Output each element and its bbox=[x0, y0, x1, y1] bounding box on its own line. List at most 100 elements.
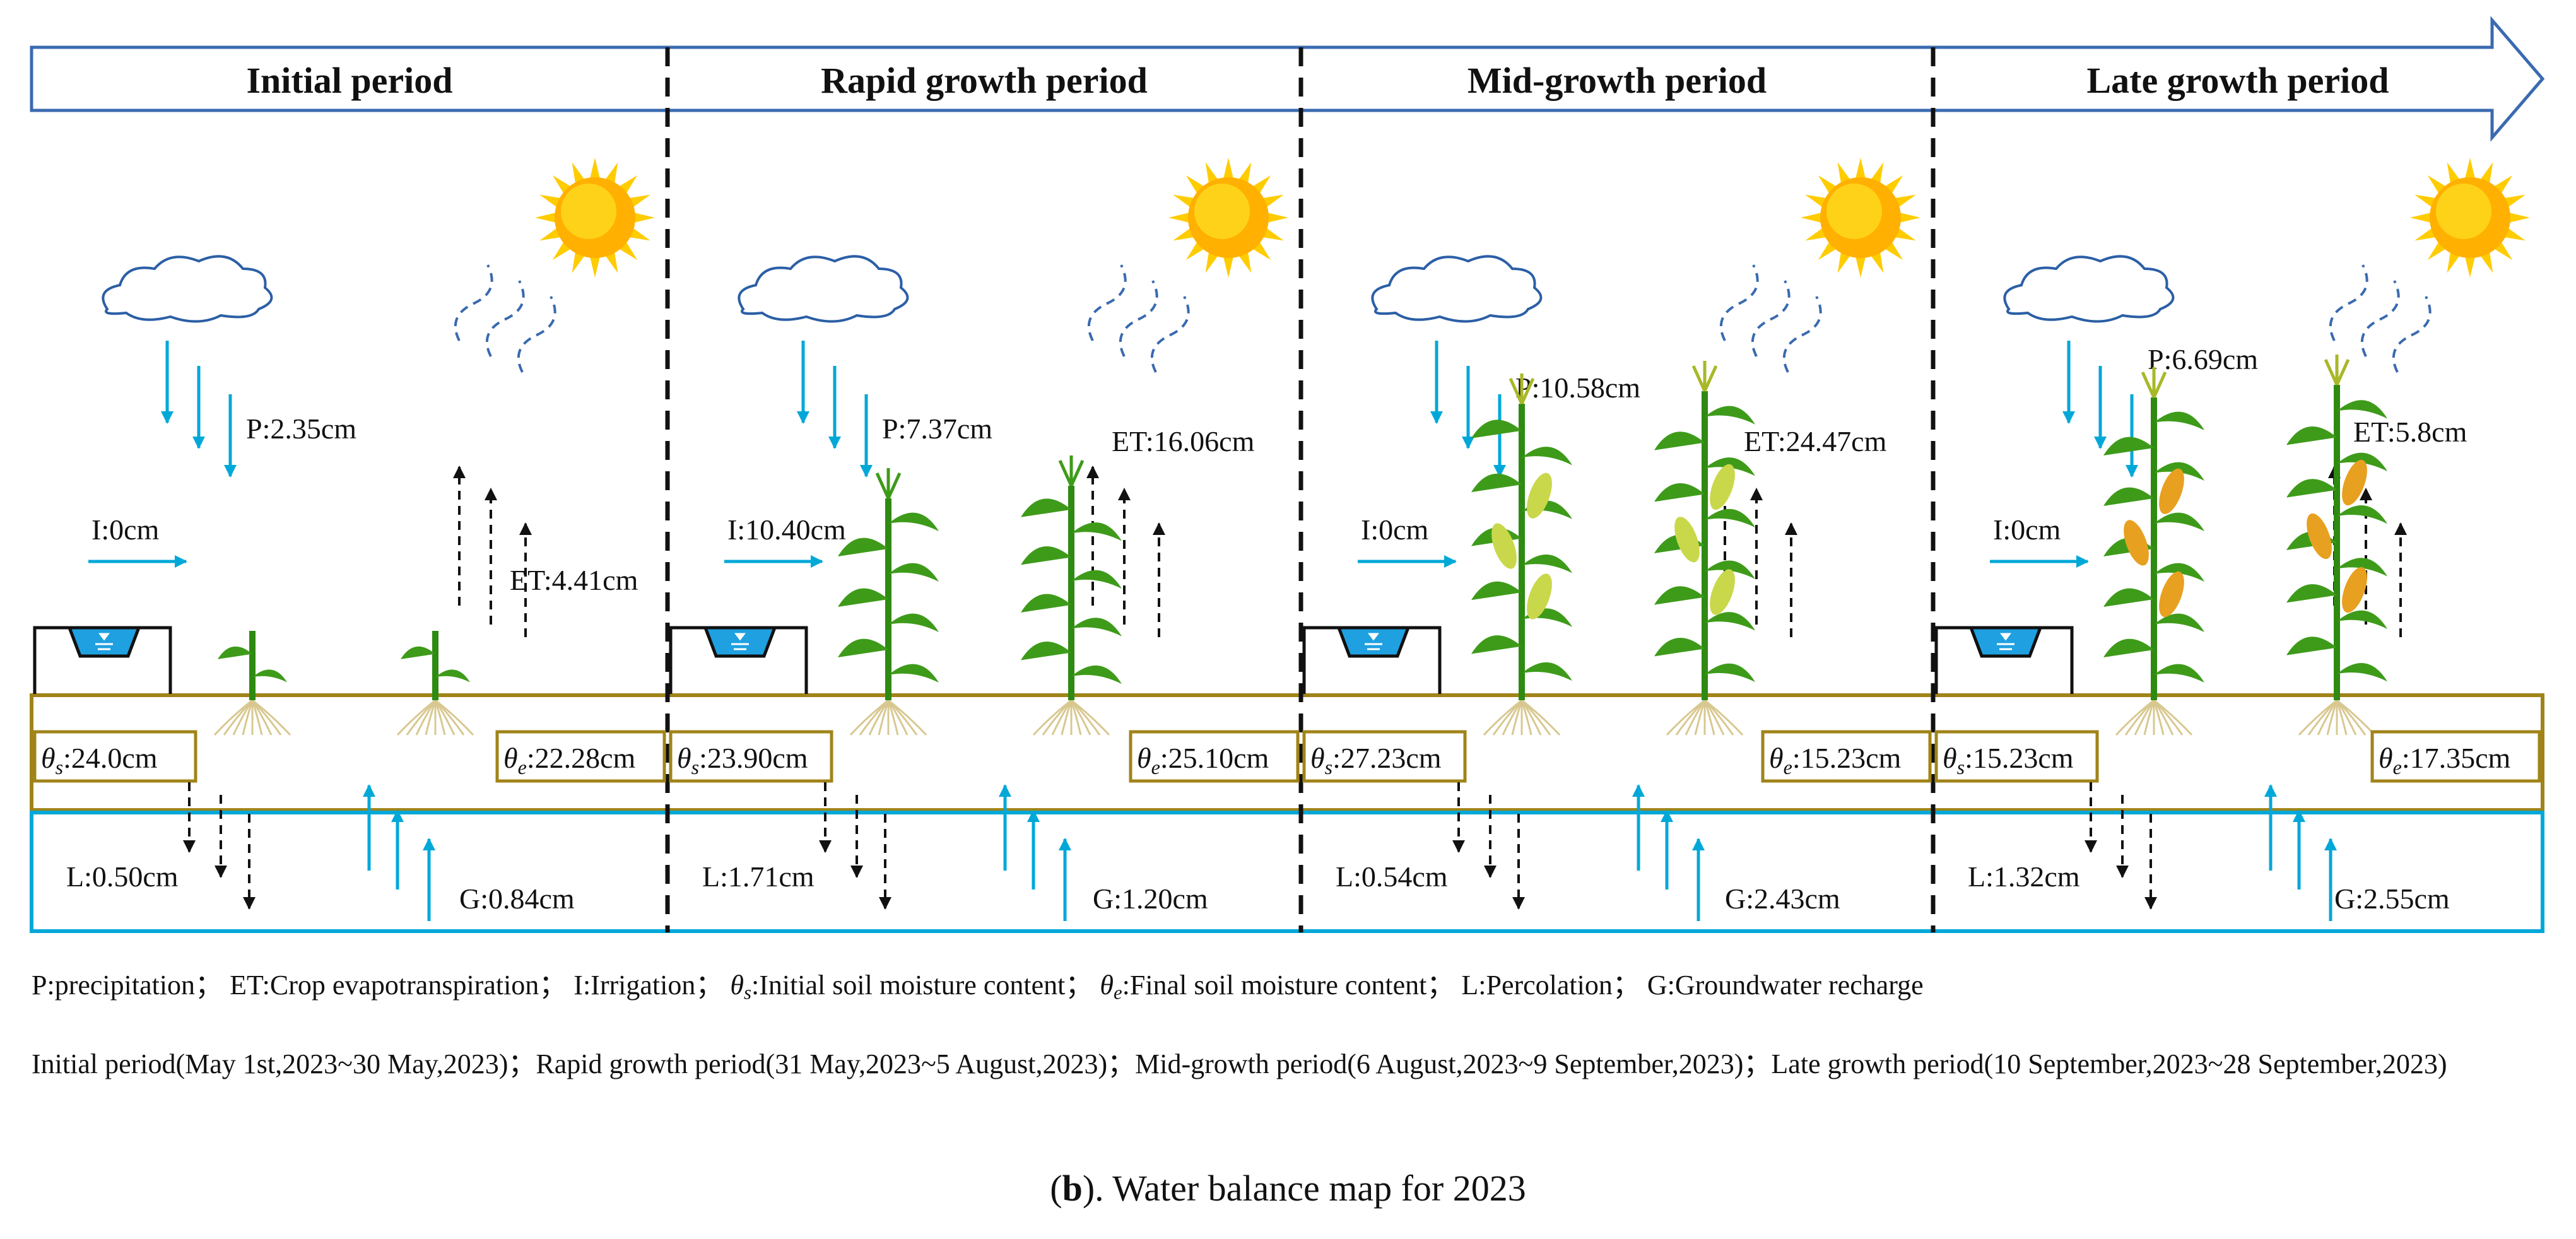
theta-initial-box-label: θs:24.0cm bbox=[41, 742, 158, 778]
figure-caption: (b). Water balance map for 2023 bbox=[1050, 1168, 1526, 1209]
flux-arrows-blue bbox=[797, 341, 873, 478]
maize-plant-icon bbox=[2286, 355, 2387, 736]
cloud-icon bbox=[738, 255, 909, 323]
theta-final-box: θe:15.23cm bbox=[1761, 730, 1932, 783]
flux-arrows-blue bbox=[999, 784, 1071, 921]
wind-icon bbox=[2329, 264, 2432, 373]
irrigation-label: I:0cm bbox=[1361, 514, 1429, 546]
theta-symbol: θ bbox=[1310, 742, 1325, 774]
wind-icon bbox=[454, 264, 556, 373]
groundwater-label: G:0.84cm bbox=[459, 883, 575, 915]
flux-arrows-blue bbox=[2062, 341, 2138, 478]
period-dates: Initial period(May 1st,2023~30 May,2023)… bbox=[32, 1048, 2447, 1079]
theta-symbol: θ bbox=[677, 742, 691, 774]
theta-final-box-label: θe:15.23cm bbox=[1769, 742, 1902, 778]
theta-sub: s bbox=[1325, 756, 1332, 778]
sun-icon bbox=[2410, 158, 2530, 278]
period-panel: Mid-growth period P:10.58cm ET:24.47cm I:0c… bbox=[1302, 60, 1932, 921]
irrigation-ditch-icon bbox=[33, 626, 172, 694]
evapotranspiration-label: ET:4.41cm bbox=[510, 564, 638, 596]
theta-value: :22.28cm bbox=[527, 742, 636, 774]
groundwater-label: G:1.20cm bbox=[1093, 883, 1208, 915]
percolation-label: L:1.71cm bbox=[702, 860, 815, 893]
legend-groundwater: G:Groundwater recharge bbox=[1647, 970, 1924, 1001]
precipitation-label: P:6.69cm bbox=[2148, 343, 2258, 375]
flux-arrows-blue bbox=[1632, 784, 1705, 921]
theta-value: :15.23cm bbox=[1792, 742, 1902, 774]
flux-arrows-blue bbox=[363, 784, 435, 921]
theta-sub: s bbox=[56, 756, 63, 778]
timeline-arrow bbox=[30, 16, 2545, 142]
theta-final-box: θe:17.35cm bbox=[2370, 730, 2541, 783]
sun-icon bbox=[1168, 158, 1288, 278]
legend-theta-e-sub: e bbox=[1113, 982, 1122, 1004]
caption-text: ). Water balance map for 2023 bbox=[1082, 1168, 1526, 1209]
maize-plant-icon bbox=[2103, 367, 2204, 736]
theta-initial-box: θs:23.90cm bbox=[669, 730, 833, 783]
theta-sub: e bbox=[518, 756, 527, 778]
sun-icon bbox=[1801, 158, 1920, 278]
period-dividers bbox=[665, 47, 1936, 932]
precipitation-label: P:2.35cm bbox=[246, 413, 356, 445]
theta-symbol: θ bbox=[2379, 742, 2393, 774]
legend-irrigation: I:Irrigation； bbox=[573, 970, 724, 1001]
percolation-label: L:0.50cm bbox=[66, 860, 179, 893]
period-title: Initial period bbox=[246, 60, 452, 101]
irrigation-label: I:0cm bbox=[91, 514, 160, 546]
flux-arrows-black bbox=[1452, 782, 1525, 910]
irrigation-ditch-icon bbox=[1302, 626, 1442, 694]
theta-initial-box: θs:24.0cm bbox=[33, 730, 197, 783]
wind-icon bbox=[1719, 264, 1822, 373]
legend-theta-s-sub: s bbox=[743, 982, 751, 1004]
maize-plant-icon bbox=[838, 468, 939, 736]
legend-precipitation: P:precipitation； bbox=[32, 970, 223, 1001]
theta-value: :17.35cm bbox=[2402, 742, 2511, 774]
flux-arrows-black bbox=[819, 782, 891, 910]
evapotranspiration-label: ET:5.8cm bbox=[2353, 416, 2467, 448]
groundwater-layer bbox=[30, 811, 2544, 933]
theta-final-box-label: θe:22.28cm bbox=[503, 742, 636, 778]
theta-symbol: θ bbox=[503, 742, 518, 774]
theta-sub: e bbox=[1784, 756, 1792, 778]
irrigation-ditch-icon bbox=[669, 626, 808, 694]
flux-arrows-black bbox=[1719, 466, 1797, 637]
theta-value: :25.10cm bbox=[1160, 742, 1269, 774]
flux-arrows-black bbox=[2085, 782, 2157, 910]
theta-final-box: θe:22.28cm bbox=[495, 730, 666, 783]
theta-value: :15.23cm bbox=[1965, 742, 2074, 774]
maize-plant-icon bbox=[1471, 373, 1572, 736]
percolation-label: L:0.54cm bbox=[1336, 860, 1448, 893]
evapotranspiration-label: ET:24.47cm bbox=[1744, 425, 1887, 457]
period-panel: Late growth period P:6.69cm ET:5.8cm I:0cm θ… bbox=[1934, 60, 2541, 921]
theta-sub: e bbox=[1151, 756, 1160, 778]
theta-sub: s bbox=[1957, 756, 1965, 778]
caption-letter: b bbox=[1062, 1168, 1083, 1209]
theta-value: :23.90cm bbox=[699, 742, 808, 774]
theta-symbol: θ bbox=[1137, 742, 1151, 774]
theta-symbol: θ bbox=[41, 742, 56, 774]
period-title: Mid-growth period bbox=[1467, 60, 1767, 101]
flux-arrows-blue bbox=[2264, 784, 2337, 921]
irrigation-ditch-icon bbox=[1934, 626, 2074, 694]
theta-final-box-label: θe:17.35cm bbox=[2379, 742, 2511, 778]
precipitation-label: P:7.37cm bbox=[882, 413, 992, 445]
period-panel: Rapid growth period P:7.37cm ET:16.06cm I:1… bbox=[669, 60, 1300, 921]
sun-icon bbox=[535, 158, 655, 278]
period-title: Rapid growth period bbox=[821, 60, 1148, 101]
flux-arrows-blue bbox=[1430, 341, 1506, 478]
theta-sub: e bbox=[2393, 756, 2402, 778]
theta-value: :27.23cm bbox=[1332, 742, 1442, 774]
soil-layer bbox=[30, 693, 2544, 812]
legend-theta-symbol: θ bbox=[730, 970, 744, 1001]
evapotranspiration-label: ET:16.06cm bbox=[1112, 425, 1255, 457]
irrigation-label: I:0cm bbox=[1993, 514, 2061, 546]
theta-symbol: θ bbox=[1769, 742, 1784, 774]
wind-icon bbox=[1087, 264, 1190, 373]
cloud-icon bbox=[1371, 255, 1543, 323]
theta-final-box: θe:25.10cm bbox=[1129, 730, 1300, 783]
theta-sub: s bbox=[691, 756, 699, 778]
legend-percolation: L:Percolation； bbox=[1461, 970, 1640, 1001]
cloud-icon bbox=[102, 255, 273, 323]
flux-arrows-blue bbox=[161, 341, 237, 478]
